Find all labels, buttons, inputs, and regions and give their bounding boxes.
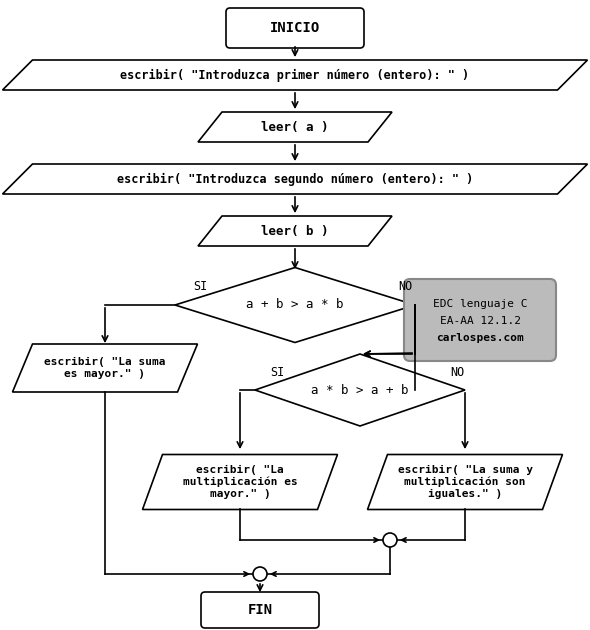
Polygon shape xyxy=(2,60,588,90)
Polygon shape xyxy=(255,354,465,426)
Text: a * b > a + b: a * b > a + b xyxy=(312,384,409,396)
Text: escribir( "La suma
es mayor." ): escribir( "La suma es mayor." ) xyxy=(44,357,166,379)
FancyBboxPatch shape xyxy=(201,592,319,628)
Polygon shape xyxy=(175,268,415,343)
FancyBboxPatch shape xyxy=(226,8,364,48)
Circle shape xyxy=(253,567,267,581)
Polygon shape xyxy=(368,454,562,510)
Text: NO: NO xyxy=(450,365,464,379)
Text: leer( b ): leer( b ) xyxy=(261,224,329,238)
Text: SI: SI xyxy=(193,280,207,294)
Text: EDC lenguaje C: EDC lenguaje C xyxy=(432,299,527,309)
Polygon shape xyxy=(12,344,198,392)
Text: escribir( "La suma y
multiplicación son
iguales." ): escribir( "La suma y multiplicación son … xyxy=(398,465,533,499)
Text: INICIO: INICIO xyxy=(270,21,320,35)
Text: escribir( "Introduzca primer número (entero): " ): escribir( "Introduzca primer número (ent… xyxy=(120,69,470,81)
Text: leer( a ): leer( a ) xyxy=(261,120,329,134)
Circle shape xyxy=(383,533,397,547)
Text: escribir( "Introduzca segundo número (entero): " ): escribir( "Introduzca segundo número (en… xyxy=(117,173,473,186)
Text: NO: NO xyxy=(398,280,412,294)
FancyBboxPatch shape xyxy=(404,279,556,361)
Text: EA-AA 12.1.2: EA-AA 12.1.2 xyxy=(440,316,520,326)
Text: SI: SI xyxy=(270,365,284,379)
Polygon shape xyxy=(198,216,392,246)
Polygon shape xyxy=(2,164,588,194)
Polygon shape xyxy=(198,112,392,142)
Polygon shape xyxy=(143,454,337,510)
Text: a + b > a * b: a + b > a * b xyxy=(246,299,344,311)
Text: escribir( "La
multiplicación es
mayor." ): escribir( "La multiplicación es mayor." … xyxy=(183,465,297,499)
Text: carlospes.com: carlospes.com xyxy=(436,333,524,343)
Text: FIN: FIN xyxy=(247,603,273,617)
